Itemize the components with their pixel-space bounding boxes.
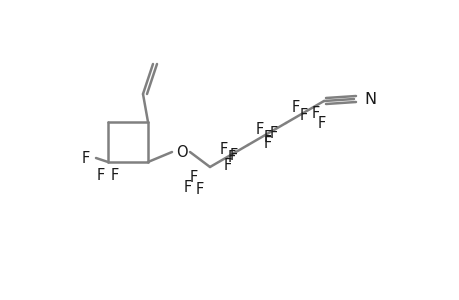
Text: F: F [219,142,228,157]
Text: F: F [263,130,272,145]
Text: F: F [299,107,308,122]
Text: F: F [82,151,90,166]
Text: F: F [230,148,238,163]
Text: F: F [291,100,299,115]
Text: F: F [255,122,263,136]
Text: F: F [227,149,235,164]
Text: F: F [224,158,232,172]
Text: F: F [311,106,319,121]
Text: O: O [176,145,187,160]
Text: F: F [97,169,105,184]
Text: F: F [263,136,272,151]
Text: F: F [317,116,325,130]
Text: F: F [111,169,119,184]
Text: F: F [196,182,204,196]
Text: F: F [184,179,192,194]
Text: F: F [190,169,198,184]
Text: N: N [363,92,375,106]
Text: F: F [269,125,278,140]
